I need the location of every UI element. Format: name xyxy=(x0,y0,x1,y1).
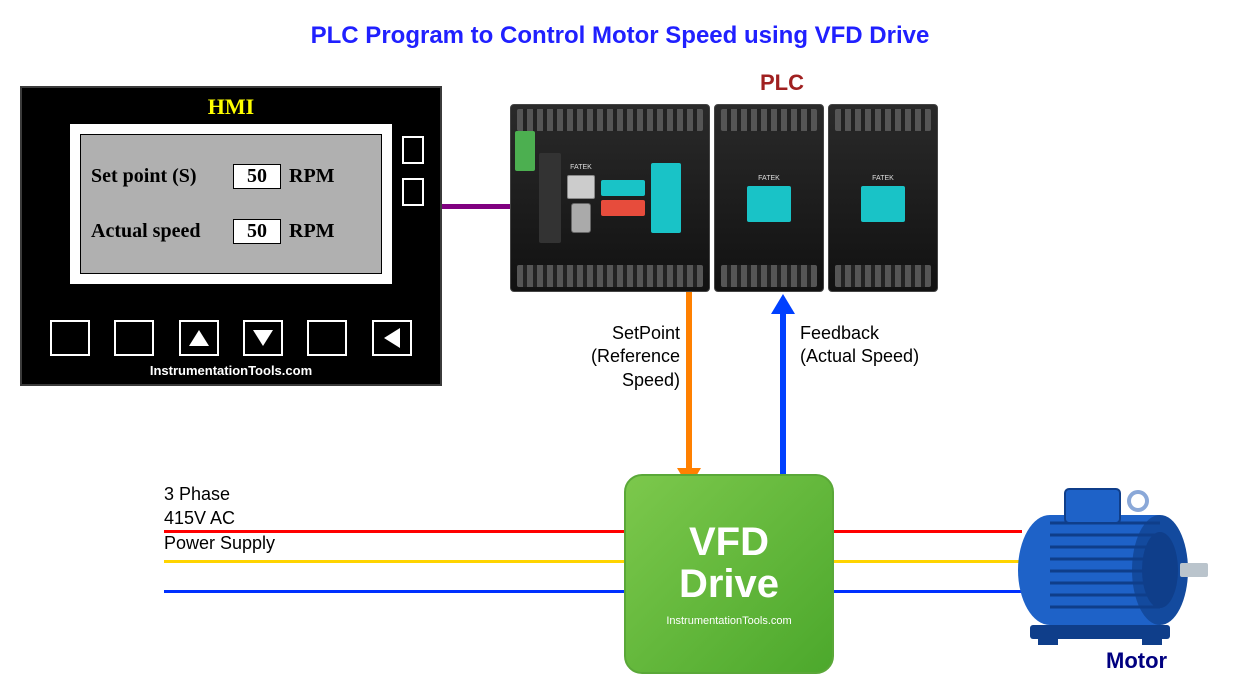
plc-terminals-bottom-3 xyxy=(835,265,931,287)
plc-terminals-top xyxy=(517,109,703,131)
hmi-brand: InstrumentationTools.com xyxy=(22,363,440,378)
hmi-panel: HMI Set point (S) 50 RPM Actual speed 50… xyxy=(20,86,442,386)
plc-terminals-bottom-2 xyxy=(721,265,817,287)
power-label-1: 3 Phase xyxy=(164,482,275,506)
arrow-setpoint-line xyxy=(686,292,692,474)
plc-ethernet-port xyxy=(567,175,595,199)
arrow-feedback-line xyxy=(780,310,786,476)
setpoint-label-2: (Reference Speed) xyxy=(540,345,680,392)
hmi-screen: Set point (S) 50 RPM Actual speed 50 RPM xyxy=(70,124,392,284)
plc-side-slot xyxy=(539,153,561,243)
hmi-button-blank-1[interactable] xyxy=(50,320,90,356)
plc-terminals-bottom xyxy=(517,265,703,287)
hmi-button-back[interactable] xyxy=(372,320,412,356)
hmi-setpoint-label: Set point (S) xyxy=(91,165,225,188)
power-label-3: Power Supply xyxy=(164,531,275,555)
left-icon xyxy=(384,328,400,348)
plc-terminals-top-3 xyxy=(835,109,931,131)
hmi-actual-label: Actual speed xyxy=(91,220,225,243)
plc-module-io-1: FATEK xyxy=(714,104,824,292)
power-label: 3 Phase 415V AC Power Supply xyxy=(164,482,275,555)
hmi-button-down[interactable] xyxy=(243,320,283,356)
vfd-title-1: VFD xyxy=(689,521,769,563)
plc-label: PLC xyxy=(760,70,804,96)
motor-wire-y xyxy=(834,560,1022,563)
plc-connector-green xyxy=(515,131,535,171)
motor xyxy=(1010,475,1210,650)
feedback-label: Feedback (Actual Speed) xyxy=(800,322,919,369)
plc-chip-teal-2 xyxy=(651,163,681,233)
motor-svg xyxy=(1010,475,1210,650)
hmi-button-row xyxy=(22,320,440,356)
plc-brand-1: FATEK xyxy=(570,164,592,171)
page-title: PLC Program to Control Motor Speed using… xyxy=(0,22,1240,50)
plc-chip-teal-1 xyxy=(601,180,645,196)
hmi-actual-unit: RPM xyxy=(289,220,335,243)
hmi-screen-area: Set point (S) 50 RPM Actual speed 50 RPM xyxy=(36,124,426,294)
plc-io1-chip xyxy=(747,186,791,222)
vfd-brand: InstrumentationTools.com xyxy=(666,615,791,627)
hmi-screen-inner: Set point (S) 50 RPM Actual speed 50 RPM xyxy=(80,134,382,274)
power-wire-y xyxy=(164,560,624,563)
plc-io2-chip xyxy=(861,186,905,222)
plc-brand-3: FATEK xyxy=(872,175,894,182)
hmi-side-button-1[interactable] xyxy=(402,136,424,164)
hmi-button-blank-2[interactable] xyxy=(114,320,154,356)
vfd-box: VFD Drive InstrumentationTools.com xyxy=(624,474,834,674)
power-label-2: 415V AC xyxy=(164,506,275,530)
feedback-label-2: (Actual Speed) xyxy=(800,345,919,368)
plc-terminals-top-2 xyxy=(721,109,817,131)
power-wire-b xyxy=(164,590,624,593)
setpoint-label: SetPoint (Reference Speed) xyxy=(540,322,680,392)
hmi-setpoint-unit: RPM xyxy=(289,165,335,188)
plc-io1-body: FATEK xyxy=(715,135,823,261)
motor-wire-r xyxy=(834,530,1022,533)
hmi-actual-row: Actual speed 50 RPM xyxy=(91,219,371,244)
down-icon xyxy=(253,330,273,346)
hmi-side-button-2[interactable] xyxy=(402,178,424,206)
plc-brand-2: FATEK xyxy=(758,175,780,182)
plc-module-io-2: FATEK xyxy=(828,104,938,292)
setpoint-label-1: SetPoint xyxy=(540,322,680,345)
hmi-button-blank-3[interactable] xyxy=(307,320,347,356)
arrow-feedback-head xyxy=(771,294,795,314)
plc-io2-body: FATEK xyxy=(829,135,937,261)
vfd-title-2: Drive xyxy=(679,563,779,605)
hmi-setpoint-row: Set point (S) 50 RPM xyxy=(91,164,371,189)
feedback-label-1: Feedback xyxy=(800,322,919,345)
motor-label: Motor xyxy=(1106,648,1167,674)
plc-module-cpu: FATEK xyxy=(510,104,710,292)
cable-hmi-plc xyxy=(442,204,510,209)
motor-wire-b xyxy=(834,590,1022,593)
plc-rack: FATEK FATEK FATEK xyxy=(510,104,940,292)
plc-serial-port xyxy=(571,203,591,233)
hmi-title: HMI xyxy=(22,88,440,124)
hmi-button-up[interactable] xyxy=(179,320,219,356)
hmi-actual-value: 50 xyxy=(233,219,281,244)
hmi-setpoint-value[interactable]: 50 xyxy=(233,164,281,189)
plc-cpu-body: FATEK xyxy=(511,135,709,261)
plc-chip-red-1 xyxy=(601,200,645,216)
up-icon xyxy=(189,330,209,346)
